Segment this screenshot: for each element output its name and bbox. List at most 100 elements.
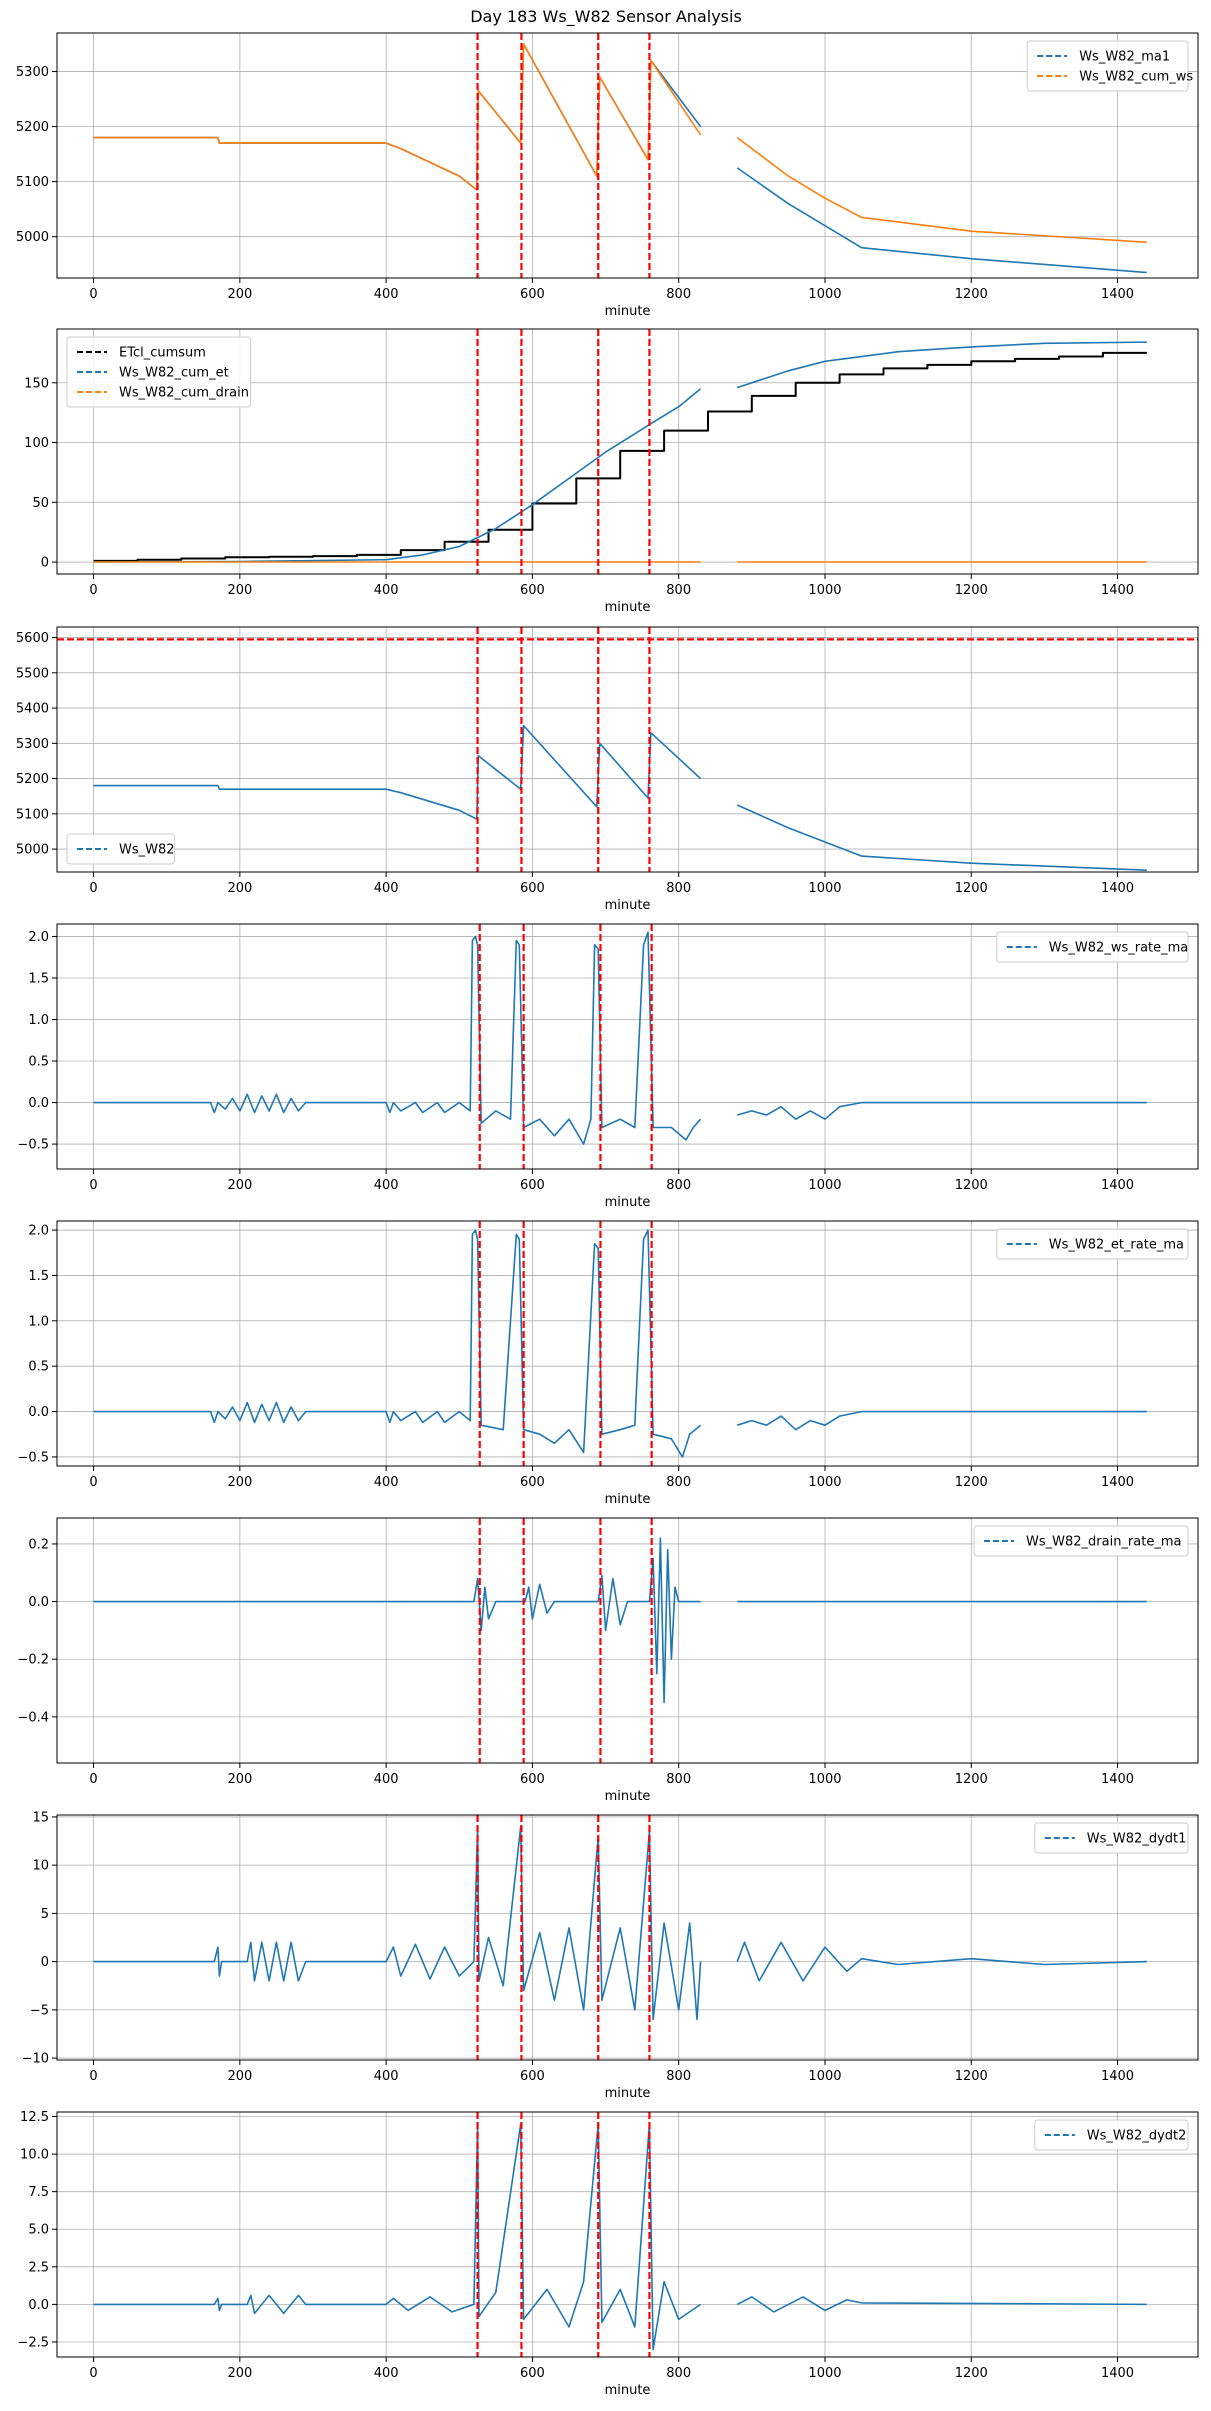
- y-tick-label: 0.0: [28, 1096, 49, 1111]
- legend: Ws_W82_dydt2: [1034, 2119, 1189, 2151]
- legend: Ws_W82_dydt1: [1034, 1822, 1189, 1854]
- y-tick-label: 1.5: [28, 971, 49, 986]
- y-tick-label: 5.0: [28, 2223, 49, 2238]
- y-tick-label: 5600: [16, 631, 49, 646]
- y-tick-label: 10.0: [20, 2148, 49, 2163]
- subplot-p3: 0 200 400 600 800 1000 1200 1400 5000 5100 5200 530…: [16, 626, 1199, 913]
- x-axis-label: minute: [605, 2383, 651, 2398]
- x-tick-label: 400: [374, 583, 399, 598]
- axes-frame: [56, 32, 1199, 279]
- series-group: [57, 627, 1198, 872]
- x-tick-label: 600: [520, 1178, 545, 1193]
- x-axis-label: minute: [605, 1195, 651, 1210]
- x-tick-label: 1400: [1101, 583, 1134, 598]
- y-tick-label: 0: [41, 556, 49, 571]
- x-axis-label: minute: [605, 304, 651, 319]
- x-tick-label: 0: [89, 1178, 97, 1193]
- x-tick-label: 800: [666, 881, 691, 896]
- series-group: [93, 1221, 1147, 1466]
- x-tick-label: 400: [374, 287, 399, 302]
- legend: Ws_W82_drain_rate_ma: [973, 1525, 1189, 1557]
- x-tick-label: 800: [666, 1475, 691, 1490]
- x-tick-label: 400: [374, 1475, 399, 1490]
- x-tick-label: 0: [89, 1772, 97, 1787]
- y-tick-label: −0.5: [17, 1138, 49, 1153]
- series-line-Ws_W82_dydt1: [93, 1825, 1147, 2021]
- y-tick-label: −0.4: [17, 1710, 49, 1725]
- x-tick-label: 200: [227, 287, 252, 302]
- x-tick-label: 1000: [808, 2069, 841, 2084]
- series-line-Ws_W82_cum_et: [93, 341, 1147, 563]
- axes-frame: [56, 923, 1199, 1170]
- x-tick-label: 1000: [808, 1178, 841, 1193]
- subplot-p4: 0 200 400 600 800 1000 1200 1400 −0.5 0.0 0.5 1.0 1.…: [17, 923, 1199, 1210]
- series-line-Ws_W82_cum_ws: [93, 43, 1147, 243]
- y-tick-label: 5300: [16, 65, 49, 80]
- subplot-p6: 0 200 400 600 800 1000 1200 1400 −0.4 −0.2 0.0 0.2 m…: [17, 1517, 1199, 1804]
- x-tick-label: 1200: [955, 2366, 988, 2381]
- plots-container: 0 200 400 600 800 1000 1200 1400500051005200530…: [16, 32, 1199, 2398]
- x-tick-label: 1200: [955, 881, 988, 896]
- y-tick-label: 10: [32, 1859, 49, 1874]
- series-group: [93, 329, 1147, 574]
- x-tick-label: 600: [520, 2069, 545, 2084]
- legend-label: Ws_W82_dydt1: [1087, 1832, 1187, 1847]
- series-group: [93, 1518, 1147, 1763]
- series-line-Ws_W82: [93, 724, 1147, 871]
- legend-box: [996, 931, 1189, 963]
- axes-frame: [56, 328, 1199, 575]
- x-tick-label: 200: [227, 881, 252, 896]
- y-tick-label: 150: [24, 376, 49, 391]
- subplot-p2: 0 200 400 600 800 1000 1200 1400 0 50 100 150 minute…: [24, 328, 1199, 615]
- series-group: [93, 33, 1147, 278]
- legend-label: Ws_W82_et_rate_ma: [1049, 1238, 1184, 1253]
- y-tick-label: 50: [32, 496, 49, 511]
- axes-frame: [56, 1814, 1199, 2061]
- y-tick-label: 5: [41, 1907, 49, 1922]
- legend-box: [1034, 1822, 1189, 1854]
- legend-label: Ws_W82_cum_drain: [119, 386, 249, 401]
- legend-label: Ws_W82_dydt2: [1087, 2129, 1187, 2144]
- series-line-Ws_W82_ma1: [93, 43, 1147, 274]
- y-tick-label: 0.0: [28, 2298, 49, 2313]
- y-tick-label: 5500: [16, 666, 49, 681]
- x-tick-label: 400: [374, 2069, 399, 2084]
- y-tick-label: 0.0: [28, 1595, 49, 1610]
- x-tick-label: 1200: [955, 1475, 988, 1490]
- x-tick-label: 1000: [808, 2366, 841, 2381]
- x-tick-label: 800: [666, 1178, 691, 1193]
- subplot-p5: 0 200 400 600 800 1000 1200 1400 −0.5 0.0 0.5 1.0 1.…: [17, 1220, 1199, 1507]
- legend-label: Ws_W82: [119, 843, 175, 858]
- y-tick-label: 12.5: [20, 2110, 49, 2125]
- y-tick-label: 5200: [16, 120, 49, 135]
- x-tick-label: 1200: [955, 1178, 988, 1193]
- x-tick-label: 0: [89, 2366, 97, 2381]
- x-tick-label: 0: [89, 2069, 97, 2084]
- subplot-p7: 0 200 400 600 800 1000 1200 1400 −10 −5 0 5 10 15 minu…: [22, 1810, 1199, 2101]
- x-tick-label: 800: [666, 1772, 691, 1787]
- x-tick-label: 200: [227, 1178, 252, 1193]
- x-tick-label: 800: [666, 583, 691, 598]
- y-tick-label: 1.0: [28, 1013, 49, 1028]
- y-tick-label: −10: [22, 2052, 49, 2067]
- x-tick-label: 800: [666, 2069, 691, 2084]
- legend: Ws_W82_ma1 Ws_W82_cum_ws: [1026, 40, 1193, 92]
- x-tick-label: 1000: [808, 1772, 841, 1787]
- legend-box: [1034, 2119, 1189, 2151]
- y-tick-label: 5100: [16, 807, 49, 822]
- y-tick-label: 1.0: [28, 1314, 49, 1329]
- series-group: [93, 924, 1147, 1169]
- subplot-p8: 0 200 400 600 800 1000 1200 1400 −2.5 0.0 2.5 5.0 7.…: [17, 2110, 1199, 2398]
- axes-frame: [56, 626, 1199, 873]
- legend-label: Ws_W82_cum_ws: [1079, 70, 1193, 85]
- legend: Ws_W82: [66, 833, 176, 865]
- axes-frame: [56, 2111, 1199, 2358]
- x-tick-label: 1400: [1101, 2366, 1134, 2381]
- x-tick-label: 400: [374, 1772, 399, 1787]
- legend-box: [66, 833, 176, 865]
- series-group: [93, 1815, 1147, 2060]
- x-tick-label: 600: [520, 2366, 545, 2381]
- x-tick-label: 800: [666, 2366, 691, 2381]
- x-axis-label: minute: [605, 2086, 651, 2101]
- axes-frame: [56, 1220, 1199, 1467]
